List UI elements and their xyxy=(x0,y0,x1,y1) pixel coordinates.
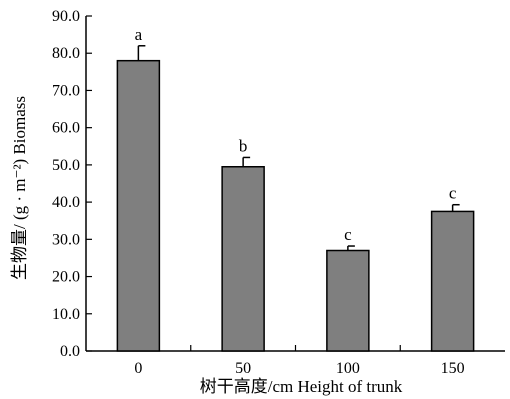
x-axis-label: 树干高度/cm Height of trunk xyxy=(200,377,403,396)
bar xyxy=(326,249,370,352)
significance-labels: a b c c xyxy=(135,25,457,244)
y-tick-label: 50.0 xyxy=(52,157,80,174)
y-tick-label: 10.0 xyxy=(52,306,80,323)
bar xyxy=(116,59,161,352)
y-tick-label: 90.0 xyxy=(52,8,80,25)
y-tick-label: 60.0 xyxy=(52,120,80,137)
x-tick-label: 150 xyxy=(441,360,465,377)
x-tick-label: 50 xyxy=(235,360,251,377)
significance-label: c xyxy=(344,225,352,244)
error-bars xyxy=(137,45,460,251)
significance-label: b xyxy=(239,136,248,155)
y-tick-label: 30.0 xyxy=(52,231,80,248)
y-tick-label: 80.0 xyxy=(52,45,80,62)
x-tick-label: 0 xyxy=(134,360,142,377)
significance-label: a xyxy=(135,25,143,44)
y-axis-label: 生物量/ (g · m⁻²) Biomass xyxy=(10,96,29,280)
bar xyxy=(430,210,475,352)
significance-label: c xyxy=(449,184,457,203)
bar xyxy=(221,166,265,352)
y-tick-label: 70.0 xyxy=(52,82,80,99)
x-tick-label: 100 xyxy=(336,360,360,377)
bars xyxy=(116,59,475,352)
y-tick-label: 40.0 xyxy=(52,194,80,211)
y-tick-label: 0.0 xyxy=(60,343,80,360)
y-axis: 0.0 10.0 20.0 30.0 40.0 50.0 60.0 70.0 80.0 90.0 xyxy=(52,8,92,360)
y-tick-label: 20.0 xyxy=(52,269,80,286)
